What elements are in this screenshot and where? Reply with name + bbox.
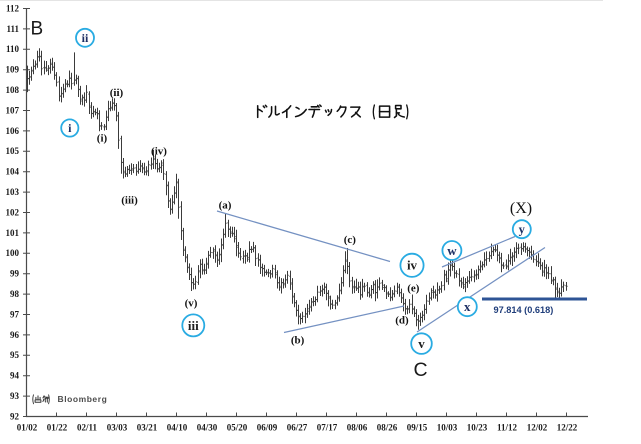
- svg-text:104: 104: [6, 167, 20, 177]
- svg-text:01/22: 01/22: [47, 423, 68, 433]
- svg-text:92: 92: [10, 411, 20, 421]
- svg-text:(ii): (ii): [110, 87, 124, 99]
- svg-text:(b): (b): [291, 335, 305, 347]
- svg-text:08/06: 08/06: [347, 423, 368, 433]
- svg-text:112: 112: [6, 3, 20, 13]
- svg-text:(e): (e): [407, 283, 420, 295]
- svg-text:96: 96: [10, 330, 20, 340]
- svg-text:105: 105: [6, 146, 20, 156]
- svg-text:w: w: [447, 243, 457, 258]
- svg-text:98: 98: [10, 289, 20, 299]
- svg-text:94: 94: [10, 371, 20, 381]
- svg-text:95: 95: [10, 350, 20, 360]
- svg-text:(i): (i): [97, 133, 108, 145]
- svg-text:(a): (a): [219, 200, 232, 212]
- svg-text:iv: iv: [407, 258, 418, 273]
- svg-text:102: 102: [6, 207, 20, 217]
- svg-text:(X): (X): [510, 200, 532, 217]
- svg-text:(c): (c): [344, 234, 357, 246]
- svg-text:04/30: 04/30: [197, 423, 218, 433]
- svg-text:09/15: 09/15: [407, 423, 428, 433]
- svg-text:v: v: [418, 336, 425, 351]
- svg-text:109: 109: [6, 65, 20, 75]
- svg-text:02/11: 02/11: [77, 423, 98, 433]
- svg-text:100: 100: [6, 248, 20, 258]
- svg-text:99: 99: [10, 269, 20, 279]
- svg-text:Bloomberg: Bloomberg: [58, 394, 108, 404]
- svg-text:05/20: 05/20: [227, 423, 248, 433]
- svg-text:08/26: 08/26: [377, 423, 398, 433]
- svg-text:(v): (v): [185, 298, 198, 310]
- svg-text:i: i: [68, 121, 72, 135]
- svg-text:97.814 (0.618): 97.814 (0.618): [494, 305, 554, 315]
- svg-text:(iii): (iii): [121, 195, 138, 207]
- svg-text:03/21: 03/21: [137, 423, 158, 433]
- svg-text:ii: ii: [82, 31, 89, 45]
- svg-text:06/27: 06/27: [287, 423, 308, 433]
- svg-text:97: 97: [10, 309, 20, 319]
- svg-text:93: 93: [10, 391, 20, 401]
- svg-text:(iv): (iv): [151, 146, 167, 158]
- svg-text:12/02: 12/02: [527, 423, 548, 433]
- svg-text:106: 106: [6, 126, 20, 136]
- svg-text:(d): (d): [395, 315, 409, 327]
- svg-text:04/10: 04/10: [167, 423, 188, 433]
- svg-text:111: 111: [6, 24, 19, 34]
- svg-text:10/03: 10/03: [437, 423, 458, 433]
- svg-text:11/12: 11/12: [497, 423, 518, 433]
- svg-text:07/17: 07/17: [317, 423, 338, 433]
- svg-text:12/22: 12/22: [557, 423, 578, 433]
- svg-text:B: B: [31, 19, 44, 40]
- svg-text:10/23: 10/23: [467, 423, 488, 433]
- svg-text:C: C: [414, 359, 428, 381]
- svg-text:03/03: 03/03: [107, 423, 128, 433]
- svg-text:101: 101: [6, 228, 20, 238]
- svg-text:01/02: 01/02: [17, 423, 38, 433]
- svg-text:103: 103: [6, 187, 20, 197]
- svg-text:110: 110: [6, 44, 20, 54]
- svg-text:107: 107: [6, 105, 20, 115]
- svg-text:x: x: [464, 299, 471, 314]
- svg-text:108: 108: [6, 85, 20, 95]
- svg-text:y: y: [519, 222, 526, 236]
- svg-text:06/09: 06/09: [257, 423, 278, 433]
- svg-text:iii: iii: [188, 318, 199, 333]
